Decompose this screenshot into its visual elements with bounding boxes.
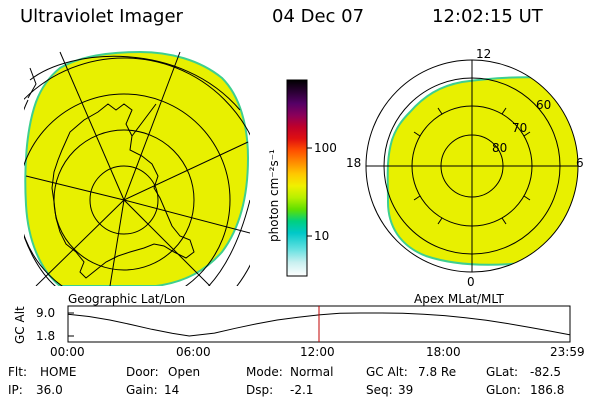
glon-label: GLon: xyxy=(486,383,521,397)
glat-label: GLat: xyxy=(486,365,519,379)
orbit-ytick-1_8: 1.8 xyxy=(36,329,56,343)
orbit-xtick-0600: 06:00 xyxy=(176,345,211,359)
meridian-line xyxy=(35,199,125,286)
time-label: 12:02:15 UT xyxy=(432,6,543,27)
antarctic-peninsula xyxy=(131,103,157,137)
island-outline xyxy=(27,67,37,99)
meridian-line xyxy=(109,199,125,286)
mlat-label-80: 80 xyxy=(492,141,508,155)
meridian-line xyxy=(123,141,249,201)
gain-label: Gain: xyxy=(126,383,158,397)
meridian-line xyxy=(25,175,125,201)
meridian-line xyxy=(123,199,211,286)
meridian-line xyxy=(123,51,181,201)
latitude-circle xyxy=(24,57,250,286)
mlt-hour-ticks xyxy=(413,107,531,225)
colorbar-tick-100: 100 xyxy=(314,141,337,155)
limb-arc xyxy=(208,199,250,286)
orbit-xtick-0000: 00:00 xyxy=(50,345,85,359)
dsp-value: -2.1 xyxy=(290,383,314,397)
antarctica-coastline xyxy=(51,103,195,279)
date-label: 04 Dec 07 xyxy=(272,6,365,27)
orbit-ytick-9: 9.0 xyxy=(36,306,56,320)
right-map-caption: Apex MLat/MLT xyxy=(414,292,504,306)
mlt-label-6: 6 xyxy=(576,156,584,170)
seq-label: Seq: xyxy=(366,383,393,397)
meridian-line xyxy=(59,51,125,201)
aurora-image-left xyxy=(24,50,250,286)
meridian-line xyxy=(123,199,250,234)
latitude-circle xyxy=(89,165,159,235)
mode-value: Normal xyxy=(290,365,334,379)
orbit-xtick-1800: 18:00 xyxy=(426,345,461,359)
latitude-circle xyxy=(24,93,231,286)
mlt-label-12: 12 xyxy=(476,47,492,61)
door-value: Open xyxy=(168,365,201,379)
flt-value: HOME xyxy=(40,365,77,379)
left-map-caption: Geographic Lat/Lon xyxy=(68,292,186,306)
colorbar-tick-10: 10 xyxy=(314,229,330,243)
colorbar-gradient xyxy=(286,79,308,277)
orbit-ylabel: GC Alt xyxy=(13,306,27,344)
flt-label: Flt: xyxy=(8,365,27,379)
orbit-xtick-1200: 12:00 xyxy=(300,345,335,359)
ip-label: IP: xyxy=(8,383,23,397)
dsp-label: Dsp: xyxy=(246,383,274,397)
gain-value: 14 xyxy=(164,383,180,397)
gcalt-label: GC Alt: xyxy=(366,365,408,379)
instrument-title: Ultraviolet Imager xyxy=(20,6,183,27)
mlat-label-70: 70 xyxy=(512,121,528,135)
door-label: Door: xyxy=(126,365,159,379)
glon-value: 186.8 xyxy=(530,383,565,397)
glat-value: -82.5 xyxy=(530,365,562,379)
limb-arc xyxy=(29,55,241,111)
mode-label: Mode: xyxy=(246,365,283,379)
gcalt-value: 7.8 Re xyxy=(418,365,457,379)
mlt-label-0: 0 xyxy=(467,275,475,289)
ip-value: 36.0 xyxy=(36,383,63,397)
mlat-label-60: 60 xyxy=(536,98,552,112)
seq-value: 39 xyxy=(398,383,414,397)
mlt-label-18: 18 xyxy=(346,156,362,170)
orbit-xtick-2359: 23:59 xyxy=(550,345,585,359)
